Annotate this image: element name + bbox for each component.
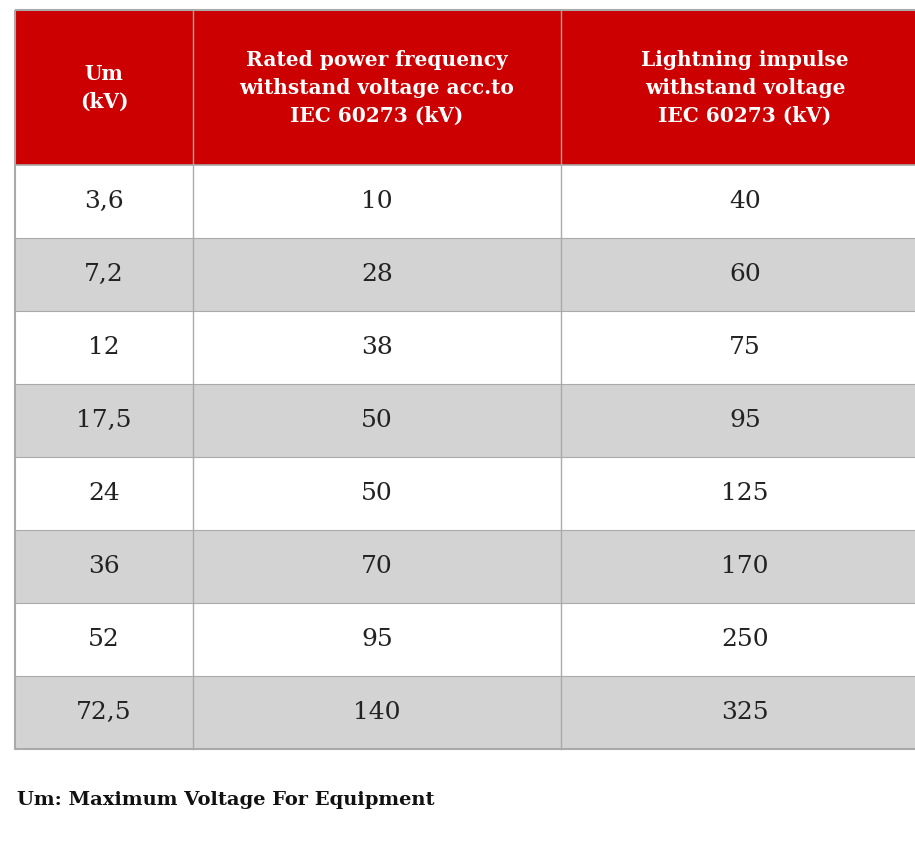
Text: 3,6: 3,6 [84, 190, 124, 213]
Bar [193, 10, 561, 165]
Text: 95: 95 [729, 409, 761, 432]
Bar [15, 457, 193, 530]
Bar [193, 457, 561, 530]
Bar [15, 384, 193, 457]
Bar [561, 10, 915, 165]
Text: Lightning impulse
withstand voltage
IEC 60273 (kV): Lightning impulse withstand voltage IEC … [641, 49, 849, 126]
Bar [193, 603, 561, 676]
Text: Um
(kV): Um (kV) [80, 64, 128, 111]
Bar [193, 676, 561, 749]
Bar [561, 165, 915, 238]
Text: 75: 75 [729, 336, 761, 359]
Text: Rated power frequency
withstand voltage acc.to
IEC 60273 (kV): Rated power frequency withstand voltage … [240, 49, 514, 126]
Bar [561, 676, 915, 749]
Text: 60: 60 [729, 263, 761, 286]
Text: 40: 40 [729, 190, 761, 213]
Bar [15, 10, 193, 165]
Text: 24: 24 [88, 482, 120, 505]
Text: 70: 70 [361, 555, 393, 578]
Bar [561, 311, 915, 384]
Text: 36: 36 [88, 555, 120, 578]
Text: Um: Maximum Voltage For Equipment: Um: Maximum Voltage For Equipment [17, 791, 435, 809]
Bar [15, 603, 193, 676]
Text: 125: 125 [721, 482, 769, 505]
Text: 250: 250 [721, 628, 769, 651]
Text: 170: 170 [721, 555, 769, 578]
Text: 50: 50 [361, 482, 393, 505]
Text: 140: 140 [353, 701, 401, 724]
Bar [561, 530, 915, 603]
Text: 7,2: 7,2 [84, 263, 124, 286]
Text: 95: 95 [361, 628, 393, 651]
Bar [15, 165, 193, 238]
Bar [193, 384, 561, 457]
Text: 72,5: 72,5 [76, 701, 132, 724]
Bar [561, 603, 915, 676]
Bar [15, 676, 193, 749]
Bar [561, 384, 915, 457]
Bar [193, 238, 561, 311]
Text: 12: 12 [88, 336, 120, 359]
Bar [561, 457, 915, 530]
Bar [15, 10, 915, 749]
Text: 38: 38 [361, 336, 393, 359]
Bar [15, 238, 193, 311]
Bar [561, 238, 915, 311]
Bar [193, 165, 561, 238]
Text: 10: 10 [361, 190, 393, 213]
Text: 17,5: 17,5 [76, 409, 132, 432]
Text: 52: 52 [88, 628, 120, 651]
Bar [193, 311, 561, 384]
Text: 28: 28 [361, 263, 393, 286]
Text: 325: 325 [721, 701, 769, 724]
Bar [15, 530, 193, 603]
Text: 50: 50 [361, 409, 393, 432]
Bar [193, 530, 561, 603]
Bar [15, 311, 193, 384]
